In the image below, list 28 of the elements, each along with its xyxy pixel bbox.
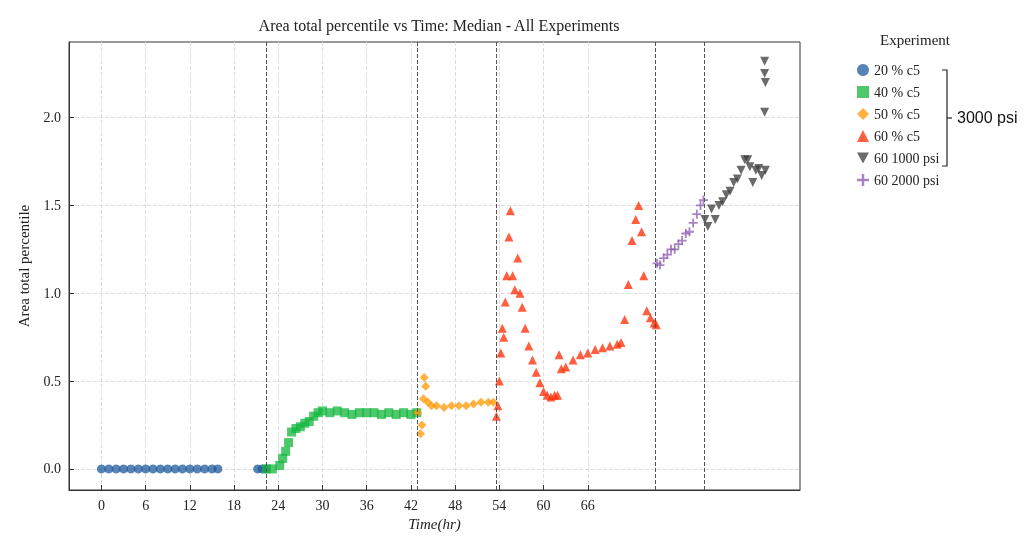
x-tick-label: 30: [315, 497, 330, 513]
x-tick-label: 6: [142, 497, 150, 513]
x-tick-label: 36: [359, 497, 374, 513]
x-tick-label: 24: [271, 497, 286, 513]
x-tick-label: 42: [403, 497, 418, 513]
x-tick-label: 18: [227, 497, 242, 513]
x-tick-label: 66: [580, 497, 595, 513]
legend-label: 60 1000 psi: [874, 150, 940, 166]
chart-title: Area total percentile vs Time: Median - All Experiments: [258, 16, 620, 35]
text: 3000 psi: [957, 108, 1018, 126]
y-tick-label: 1.5: [43, 197, 61, 213]
legend-label: 60 2000 psi: [874, 172, 940, 188]
legend-label: 20 % c5: [874, 62, 920, 78]
x-tick-label: 12: [182, 497, 197, 513]
x-tick-label: 0: [97, 497, 105, 513]
y-tick-label: 0.5: [43, 373, 61, 389]
legend-label: 60 % c5: [874, 128, 920, 144]
x-axis-title: Time(hr): [408, 516, 461, 534]
y-tick-label: 2.0: [43, 110, 61, 126]
y-tick-label: 0.0: [43, 461, 61, 477]
y-axis-title: Area total percentile: [15, 204, 32, 328]
x-tick-label: 60: [536, 497, 551, 513]
x-tick-label: 48: [448, 497, 463, 513]
legend-title: Experiment: [880, 31, 951, 48]
y-tick-label: 1.0: [43, 285, 61, 301]
x-tick-label: 54: [492, 497, 507, 513]
legend-label: 50 % c5: [874, 106, 920, 122]
legend-label: 40 % c5: [874, 84, 920, 100]
